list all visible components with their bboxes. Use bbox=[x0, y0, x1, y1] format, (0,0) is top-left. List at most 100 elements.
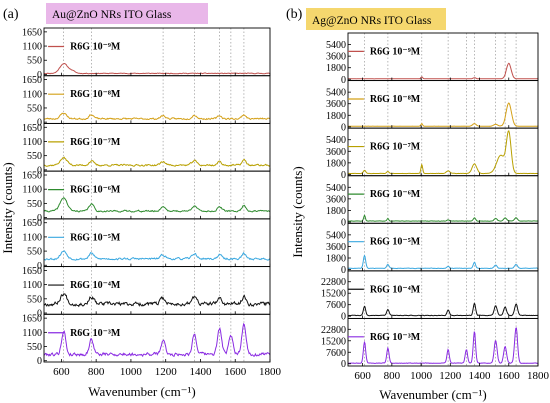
ytick-label-a-3-1: 550 bbox=[27, 199, 42, 210]
series-line-b-5 bbox=[347, 302, 538, 317]
legend-label-a-3: R6G 10⁻⁶M bbox=[70, 185, 121, 196]
series-line-b-3 bbox=[348, 214, 538, 222]
legend-label-b-5: R6G 10⁻⁴M bbox=[370, 284, 421, 295]
ytick-label-b-1-1: 1800 bbox=[326, 111, 346, 122]
series-line-b-2 bbox=[347, 130, 539, 175]
ytick-label-a-2-2: 1100 bbox=[22, 137, 42, 148]
series-line-a-0 bbox=[43, 62, 271, 75]
ytick-label-a-0-2: 1100 bbox=[22, 42, 42, 53]
ytick-label-b-0-0: 0 bbox=[341, 75, 346, 86]
panel-a-title-box bbox=[46, 3, 208, 24]
ytick-label-a-4-1: 550 bbox=[27, 247, 42, 258]
ytick-label-b-3-1: 1800 bbox=[326, 206, 346, 217]
ytick-label-a-2-0: 0 bbox=[37, 165, 42, 176]
ytick-label-a-6-2: 1100 bbox=[22, 328, 42, 339]
panel-a-xlabel: Wavenumber (cm⁻¹) bbox=[88, 384, 196, 399]
ytick-label-a-4-2: 1100 bbox=[22, 232, 42, 243]
ytick-label-b-3-2: 3600 bbox=[326, 194, 346, 205]
series-line-b-6 bbox=[348, 327, 539, 364]
xtick-label-a-3: 1200 bbox=[155, 366, 178, 378]
ytick-label-b-3-3: 5400 bbox=[326, 183, 346, 194]
legend-label-b-4: R6G 10⁻⁵M bbox=[370, 237, 421, 248]
series-line-b-4 bbox=[347, 254, 539, 270]
xtick-label-b-4: 1400 bbox=[469, 370, 492, 382]
ytick-label-b-2-2: 3600 bbox=[326, 147, 346, 158]
series-line-a-6 bbox=[43, 322, 271, 358]
ytick-label-b-5-1: 7600 bbox=[326, 300, 346, 311]
ytick-label-a-1-0: 0 bbox=[37, 118, 42, 129]
panel-b-title: Ag@ZnO NRs ITO Glass bbox=[312, 15, 432, 27]
ytick-label-a-6-1: 550 bbox=[27, 342, 42, 353]
ytick-label-a-3-3: 1650 bbox=[22, 171, 42, 182]
series-line-a-3 bbox=[43, 197, 271, 213]
ytick-label-b-4-0: 0 bbox=[341, 265, 346, 276]
ytick-label-b-1-3: 5400 bbox=[326, 88, 346, 99]
ytick-label-b-2-1: 1800 bbox=[326, 158, 346, 169]
panel-a-title: Au@ZnO NRs ITO Glass bbox=[52, 9, 172, 21]
series-line-b-0 bbox=[348, 62, 538, 80]
legend-label-b-2: R6G 10⁻⁷M bbox=[370, 142, 421, 153]
xtick-label-b-3: 1200 bbox=[439, 370, 462, 382]
ytick-label-a-6-0: 0 bbox=[37, 356, 42, 367]
ytick-label-a-5-1: 550 bbox=[27, 294, 42, 305]
xtick-label-b-6: 1800 bbox=[527, 370, 550, 382]
xtick-label-a-0: 600 bbox=[53, 366, 70, 378]
series-line-a-2 bbox=[43, 156, 271, 167]
legend-label-a-1: R6G 10⁻⁸M bbox=[70, 89, 121, 100]
subplot-frame-b-6 bbox=[347, 317, 539, 367]
ytick-label-a-6-3: 1650 bbox=[22, 314, 42, 325]
ytick-label-b-0-1: 1800 bbox=[326, 63, 346, 74]
xtick-label-a-5: 1600 bbox=[224, 366, 247, 378]
xtick-label-b-2: 1000 bbox=[410, 370, 433, 382]
ytick-label-a-3-0: 0 bbox=[37, 213, 42, 224]
panel-b-ylabel: Intensity (counts) bbox=[290, 166, 305, 257]
ytick-label-a-5-0: 0 bbox=[37, 308, 42, 319]
ytick-label-a-0-0: 0 bbox=[37, 70, 42, 81]
xtick-label-b-0: 600 bbox=[354, 370, 371, 382]
ytick-label-b-1-0: 0 bbox=[341, 122, 346, 133]
ytick-label-b-6-0: 0 bbox=[341, 359, 346, 370]
ytick-label-a-1-2: 1100 bbox=[22, 89, 42, 100]
ytick-label-a-1-1: 550 bbox=[27, 103, 42, 114]
series-line-a-1 bbox=[44, 112, 271, 121]
panel-b-tag: (b) bbox=[286, 7, 303, 22]
ytick-label-a-5-2: 1100 bbox=[22, 280, 42, 291]
subplot-frame-a-6 bbox=[43, 313, 271, 363]
ytick-label-b-4-1: 1800 bbox=[326, 254, 346, 265]
legend-label-b-1: R6G 10⁻⁸M bbox=[370, 94, 421, 105]
ytick-label-a-2-1: 550 bbox=[27, 151, 42, 162]
ytick-label-a-0-3: 1650 bbox=[22, 27, 42, 38]
ytick-label-b-6-1: 7600 bbox=[326, 348, 346, 359]
ytick-label-a-4-3: 1650 bbox=[22, 218, 42, 229]
panel-a-ylabel: Intensity (counts) bbox=[0, 162, 15, 253]
legend-label-a-5: R6G 10⁻⁴M bbox=[70, 280, 121, 291]
ytick-label-b-6-2: 15200 bbox=[321, 336, 346, 347]
ytick-label-b-0-2: 3600 bbox=[326, 52, 346, 63]
ytick-label-b-2-0: 0 bbox=[341, 170, 346, 181]
panel-a-plot: 0 550 1100 1650 R6G 10⁻⁹M 0 550 1100 1650 R6G 10⁻… bbox=[22, 27, 282, 378]
legend-label-b-0: R6G 10⁻⁹M bbox=[370, 46, 421, 57]
panel-b-title-box bbox=[306, 8, 446, 30]
ytick-label-a-5-3: 1650 bbox=[22, 266, 42, 277]
panel-b-xlabel: Wavenumber (cm⁻¹) bbox=[379, 387, 487, 402]
series-line-a-4 bbox=[43, 250, 271, 261]
ytick-label-b-2-3: 5400 bbox=[326, 135, 346, 146]
xtick-label-a-2: 1000 bbox=[120, 366, 143, 378]
xtick-label-b-1: 800 bbox=[384, 370, 401, 382]
ytick-label-b-5-3: 22800 bbox=[321, 277, 346, 288]
xtick-label-a-1: 800 bbox=[88, 366, 105, 378]
ytick-label-b-5-0: 0 bbox=[341, 312, 346, 323]
ytick-label-b-4-3: 5400 bbox=[326, 230, 346, 241]
xtick-label-a-4: 1400 bbox=[189, 366, 212, 378]
xtick-label-b-5: 1600 bbox=[498, 370, 521, 382]
ytick-label-a-0-1: 550 bbox=[27, 56, 42, 67]
xtick-label-a-6: 1800 bbox=[259, 366, 282, 378]
legend-label-a-0: R6G 10⁻⁹M bbox=[70, 41, 121, 52]
legend-label-a-4: R6G 10⁻⁵M bbox=[70, 232, 121, 243]
legend-label-b-6: R6G 10⁻³M bbox=[370, 332, 421, 343]
ytick-label-b-4-2: 3600 bbox=[326, 242, 346, 253]
ytick-label-b-6-3: 22800 bbox=[321, 325, 346, 336]
ytick-label-a-2-3: 1650 bbox=[22, 123, 42, 134]
ytick-label-a-3-2: 1100 bbox=[22, 185, 42, 196]
